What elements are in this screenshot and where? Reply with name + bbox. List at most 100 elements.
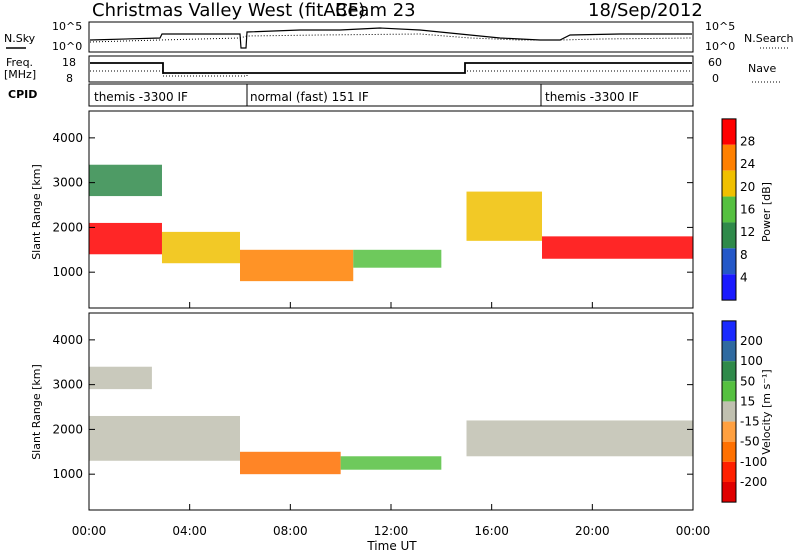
velocity-marks [89,366,693,475]
x-tick-label-3: 12:00 [374,524,409,538]
velocity-panel-colorbar-swatch-1 [722,341,736,362]
nsearch-tick-bottom: 10^0 [705,40,735,53]
nsky-tick-top: 10^5 [52,20,82,33]
nsky-panel-frame [88,21,694,53]
nave-tick-bottom: 0 [712,72,719,85]
velocity-colorbar-label: Velocity [m s⁻¹] [760,369,773,454]
power-panel-ytick-label-1: 2000 [52,220,83,234]
power-panel-colorbar-tick-6: 28 [740,135,755,149]
power-panel-colorbar-swatch-3 [722,196,736,223]
power-panel-colorbar-tick-5: 24 [740,157,755,171]
velocity-panel-colorbar-swatch-3 [722,381,736,402]
power-panel-band-4 [353,249,442,268]
nsearch-tick-top: 10^5 [705,20,735,33]
velocity-panel-colorbar-frame [721,320,737,503]
nsearch-label: N.Search [744,32,794,45]
power-panel-colorbar-swatch-2 [722,170,736,197]
x-tick-label-2: 08:00 [273,524,308,538]
velocity-panel-colorbar-swatch-0 [722,320,736,342]
power-panel-ytick-label-2: 3000 [52,176,83,190]
velocity-panel-colorbar-tick-0: 200 [740,334,763,348]
power-panel-band-6 [542,236,693,259]
velocity-panel-colorbar-tick-1: 100 [740,354,763,368]
power-panel-ytick-label-3: 4000 [52,131,83,145]
freq-panel-frame [88,55,694,83]
power-panel-ytick-label-0: 1000 [52,265,83,279]
velocity-ylabel: Slant Range [km] [30,364,43,460]
cpid-segment-2: normal (fast) 151 IF [250,90,369,104]
nsky-label: N.Sky [4,32,36,45]
x-tick-label-5: 20:00 [575,524,610,538]
power-panel-colorbar-tick-0: 4 [740,270,748,284]
x-tick-label-0: 00:00 [72,524,107,538]
freq-tick-bottom: 8 [66,72,73,85]
x-axis-label: Time UT [366,539,417,553]
power-colorbar-label: Power [dB] [760,182,773,242]
power-panel-colorbar-swatch-1 [722,144,736,171]
power-panel-colorbar-tick-1: 8 [740,248,748,262]
velocity-panel-colorbar-tick-2: 50 [740,374,755,388]
power-colorbar: 4 8 12 16 20 24 28 [721,118,755,301]
nsky-tick-bottom: 10^0 [52,40,82,53]
power-panel-colorbar-swatch-4 [722,222,736,249]
power-panel-colorbar-tick-2: 12 [740,225,755,239]
x-tick-label-6: 00:00 [676,524,711,538]
power-panel-band-1 [89,164,162,197]
nave-trace [90,70,692,77]
power-panel-colorbar-swatch-5 [722,248,736,275]
velocity-panel-colorbar-swatch-4 [722,401,736,422]
velocity-panel-band-3 [340,456,442,470]
radar-title: Christmas Valley West (fitACF) [92,0,365,21]
x-axis-ticks: 00:00 04:00 08:00 12:00 16:00 20:00 00:00 [72,302,711,538]
freq-unit: [MHz] [4,68,36,81]
x-tick-label-4: 16:00 [474,524,509,538]
velocity-panel-ytick-label-0: 1000 [52,467,83,481]
power-panel-colorbar-swatch-6 [722,274,736,301]
freq-trace [90,62,692,74]
velocity-panel-ytick-label-3: 4000 [52,333,83,347]
velocity-colorbar: 200 100 50 15 -15 -50 -100 -200 [721,320,767,503]
velocity-panel-colorbar-swatch-8 [722,481,736,503]
velocity-panel-band-4 [466,420,693,457]
velocity-panel-colorbar-tick-3: 15 [740,394,755,408]
power-panel-band-0 [89,222,162,255]
power-ylabel: Slant Range [km] [30,164,43,260]
cpid-label: CPID [8,88,37,101]
velocity-panel-colorbar-tick-7: -200 [740,475,767,489]
date-label: 18/Sep/2012 [588,0,703,21]
velocity-panel-colorbar-tick-5: -50 [740,435,760,449]
power-panel-colorbar-frame [721,118,737,301]
x-tick-label-1: 04:00 [172,524,207,538]
nsky-trace [89,27,692,49]
cpid-segment-3: themis -3300 IF [545,90,639,104]
power-panel-colorbar-tick-3: 16 [740,203,755,217]
freq-tick-top: 18 [62,56,76,69]
power-panel-band-5 [466,191,542,241]
velocity-panel-ytick-label-2: 3000 [52,378,83,392]
power-panel-colorbar-tick-4: 20 [740,180,755,194]
power-marks [89,164,693,282]
beam-label: Beam 23 [335,0,416,21]
nsearch-trace [89,33,693,43]
freq-label: Freq. [6,56,33,69]
velocity-yticks: 1000 2000 3000 4000 [52,333,693,481]
nave-tick-top: 60 [708,56,722,69]
power-yticks: 1000 2000 3000 4000 [52,131,693,279]
velocity-panel-colorbar-swatch-7 [722,461,736,482]
velocity-panel-colorbar-swatch-2 [722,361,736,382]
power-panel-colorbar-swatch-0 [722,118,736,145]
velocity-panel-ytick-label-1: 2000 [52,422,83,436]
power-panel-band-2 [161,231,240,264]
velocity-panel-colorbar-swatch-5 [722,421,736,442]
velocity-panel-colorbar-tick-4: -15 [740,415,760,429]
velocity-panel-colorbar-tick-6: -100 [740,455,767,469]
velocity-panel-frame [88,312,694,511]
velocity-panel-band-2 [240,451,341,475]
cpid-segment-1: themis -3300 IF [94,90,188,104]
nave-label: Nave [748,62,776,75]
power-panel-frame [88,110,694,309]
power-panel-band-3 [240,249,354,282]
velocity-panel-colorbar-swatch-6 [722,441,736,462]
